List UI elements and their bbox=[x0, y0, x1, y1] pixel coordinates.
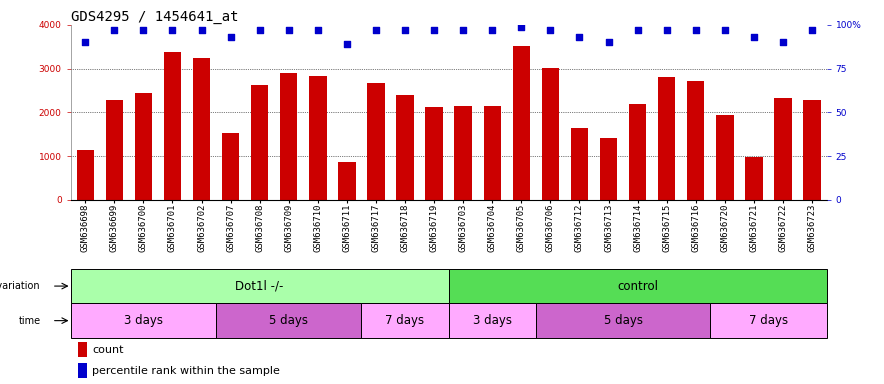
Bar bbox=[449, 269, 827, 303]
Bar bbox=[484, 106, 501, 200]
Bar bbox=[542, 68, 559, 200]
Bar bbox=[449, 303, 536, 338]
Text: control: control bbox=[617, 280, 658, 293]
Bar bbox=[77, 150, 94, 200]
Bar bbox=[745, 157, 763, 200]
Bar bbox=[367, 83, 385, 200]
Bar bbox=[134, 93, 152, 200]
Text: 5 days: 5 days bbox=[270, 314, 309, 327]
Point bbox=[514, 24, 529, 30]
Point bbox=[165, 27, 179, 33]
Bar bbox=[710, 303, 827, 338]
Text: 5 days: 5 days bbox=[604, 314, 643, 327]
Text: genotype/variation: genotype/variation bbox=[0, 281, 41, 291]
Bar bbox=[105, 100, 123, 200]
Bar bbox=[251, 85, 269, 200]
Bar bbox=[280, 73, 297, 200]
Point bbox=[194, 27, 209, 33]
Point bbox=[107, 27, 121, 33]
Point bbox=[282, 27, 296, 33]
Point bbox=[253, 27, 267, 33]
Point bbox=[776, 40, 790, 46]
Text: count: count bbox=[92, 345, 124, 355]
Bar bbox=[222, 133, 240, 200]
Bar bbox=[454, 106, 472, 200]
Text: GDS4295 / 1454641_at: GDS4295 / 1454641_at bbox=[71, 10, 238, 24]
Text: 3 days: 3 days bbox=[124, 314, 163, 327]
Text: 7 days: 7 days bbox=[385, 314, 424, 327]
Point bbox=[805, 27, 819, 33]
Text: Dot1l -/-: Dot1l -/- bbox=[235, 280, 284, 293]
Point bbox=[78, 40, 92, 46]
Bar bbox=[71, 303, 216, 338]
Point bbox=[544, 27, 558, 33]
Point bbox=[689, 27, 703, 33]
Point bbox=[311, 27, 325, 33]
Point bbox=[224, 34, 238, 40]
Bar bbox=[513, 46, 530, 200]
Point bbox=[398, 27, 412, 33]
Bar bbox=[193, 58, 210, 200]
Point bbox=[572, 34, 586, 40]
Bar bbox=[396, 95, 414, 200]
Point bbox=[718, 27, 732, 33]
Point bbox=[339, 41, 354, 47]
Text: time: time bbox=[19, 316, 41, 326]
Point bbox=[659, 27, 674, 33]
Bar bbox=[536, 303, 710, 338]
Bar bbox=[687, 81, 705, 200]
Bar bbox=[79, 342, 88, 357]
Bar bbox=[216, 303, 362, 338]
Bar bbox=[804, 100, 820, 200]
Bar bbox=[79, 363, 88, 378]
Bar bbox=[164, 52, 181, 200]
Bar bbox=[571, 127, 588, 200]
Bar bbox=[774, 98, 792, 200]
Point bbox=[427, 27, 441, 33]
Bar bbox=[658, 76, 675, 200]
Bar bbox=[71, 269, 449, 303]
Point bbox=[456, 27, 470, 33]
Bar bbox=[362, 303, 449, 338]
Bar bbox=[425, 107, 443, 200]
Point bbox=[601, 40, 615, 46]
Point bbox=[747, 34, 761, 40]
Point bbox=[630, 27, 644, 33]
Point bbox=[369, 27, 383, 33]
Bar bbox=[600, 138, 617, 200]
Bar bbox=[309, 76, 326, 200]
Text: 3 days: 3 days bbox=[473, 314, 512, 327]
Bar bbox=[629, 104, 646, 200]
Bar bbox=[716, 115, 734, 200]
Point bbox=[485, 27, 499, 33]
Point bbox=[136, 27, 150, 33]
Text: 7 days: 7 days bbox=[749, 314, 788, 327]
Bar bbox=[339, 162, 355, 200]
Text: percentile rank within the sample: percentile rank within the sample bbox=[92, 366, 279, 376]
